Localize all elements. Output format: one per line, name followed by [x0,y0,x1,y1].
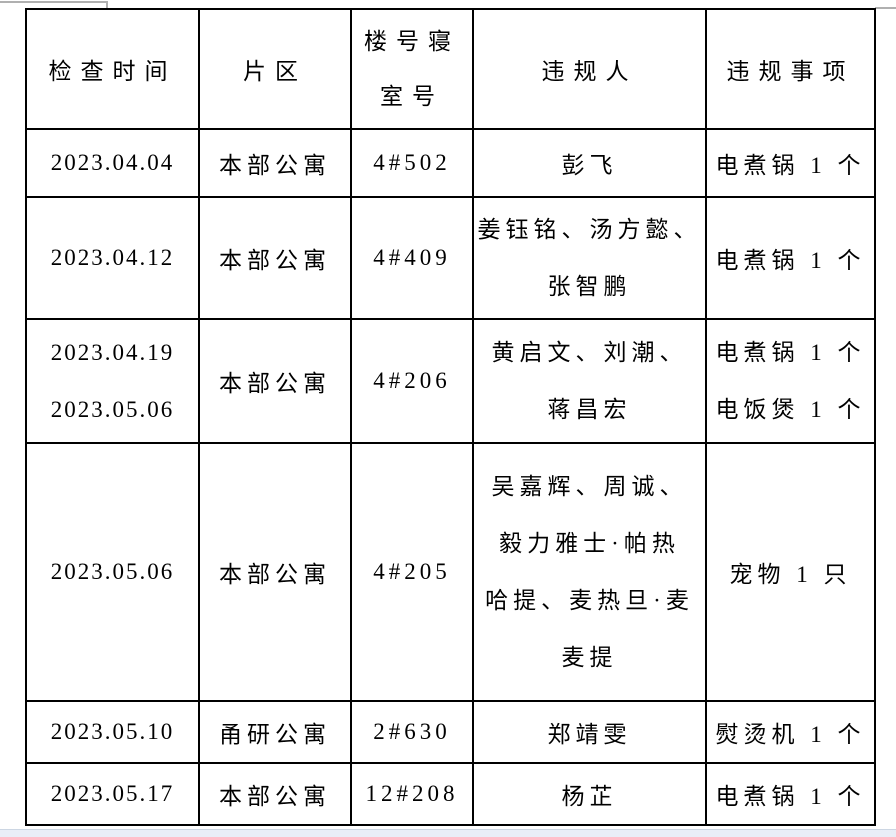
table-row: 2023.05.17 本部公寓 12#208 杨芷 电煮锅 1 个 [25,762,876,826]
cell-area: 本部公寓 [198,196,352,320]
table-header-row: 检查时间 片区 楼号寝室号 违规人 违规事项 [25,8,876,130]
cell-violation: 电煮锅 1 个 [705,128,876,198]
cell-area: 甬研公寓 [198,700,352,764]
header-inspection-time: 检查时间 [25,8,200,130]
header-room-number-label: 楼号寝室号 [364,29,460,109]
cell-room: 4#205 [350,442,474,702]
cell-room: 2#630 [350,700,474,764]
cell-area: 本部公寓 [198,128,352,198]
cell-date: 2023.04.04 [25,128,200,198]
page-edge-fragment-top-right [875,7,896,9]
cell-violation: 电煮锅 1 个 [705,762,876,826]
table-row: 2023.05.06 本部公寓 4#205 吴嘉辉、周诚、 毅力雅士·帕热 哈提… [25,442,876,702]
cell-violators: 杨芷 [472,762,707,826]
header-room-number: 楼号寝室号 [350,8,474,130]
cell-violators: 彭飞 [472,128,707,198]
page-edge-fragment-top-left-corner [106,1,108,9]
table-row: 2023.05.10 甬研公寓 2#630 郑靖雯 熨烫机 1 个 [25,700,876,764]
date-line: 2023.04.19 [50,340,175,365]
cell-violation: 电煮锅 1 个 [705,196,876,320]
violator-line: 黄启文、刘潮、 [491,340,688,365]
table-row: 2023.04.04 本部公寓 4#502 彭飞 电煮锅 1 个 [25,128,876,198]
cell-area: 本部公寓 [198,442,352,702]
table-row: 2023.04.12 本部公寓 4#409 姜钰铭、汤方懿、 张智鹏 电煮锅 1… [25,196,876,320]
violation-line: 电饭煲 1 个 [715,397,866,422]
cell-date: 2023.05.17 [25,762,200,826]
cell-room: 4#206 [350,318,474,444]
cell-date: 2023.05.06 [25,442,200,702]
violator-line: 蒋昌宏 [547,397,632,422]
header-area: 片区 [198,8,352,130]
cell-violators: 郑靖雯 [472,700,707,764]
cell-violation: 宠物 1 只 [705,442,876,702]
cell-violators: 吴嘉辉、周诚、 毅力雅士·帕热 哈提、麦热旦·麦 麦提 [472,442,707,702]
cell-area: 本部公寓 [198,762,352,826]
header-violation: 违规事项 [705,8,876,130]
cell-violators: 姜钰铭、汤方懿、 张智鹏 [472,196,707,320]
violator-line: 哈提、麦热旦·麦 [485,588,694,613]
cell-date: 2023.05.10 [25,700,200,764]
cell-room: 12#208 [350,762,474,826]
cell-violators: 黄启文、刘潮、 蒋昌宏 [472,318,707,444]
violator-line: 姜钰铭、汤方懿、 [477,217,702,242]
cell-violation: 电煮锅 1 个 电饭煲 1 个 [705,318,876,444]
cell-area: 本部公寓 [198,318,352,444]
cell-room: 4#409 [350,196,474,320]
date-line: 2023.05.06 [50,397,175,422]
violator-line: 吴嘉辉、周诚、 [491,474,688,499]
violator-line: 张智鹏 [547,274,632,299]
violator-line: 麦提 [561,645,618,670]
violator-line: 毅力雅士·帕热 [499,531,680,556]
cell-room: 4#502 [350,128,474,198]
header-violator: 违规人 [472,8,707,130]
bottom-ui-strip [0,829,896,837]
table-row: 2023.04.19 2023.05.06 本部公寓 4#206 黄启文、刘潮、… [25,318,876,444]
cell-date: 2023.04.19 2023.05.06 [25,318,200,444]
page-edge-fragment-top-left [0,1,108,3]
cell-date: 2023.04.12 [25,196,200,320]
violation-line: 电煮锅 1 个 [715,340,866,365]
cell-violation: 熨烫机 1 个 [705,700,876,764]
inspection-violations-table: 检查时间 片区 楼号寝室号 违规人 违规事项 2023.04.04 本部公寓 4… [25,8,876,826]
